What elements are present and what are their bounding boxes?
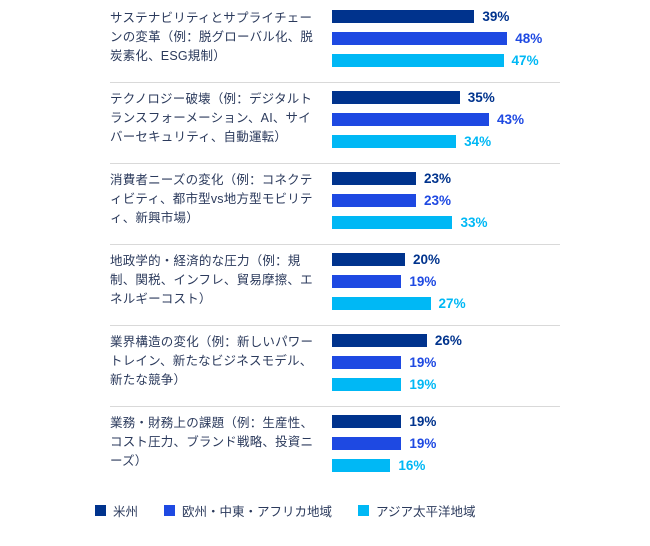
legend-item-apac: アジア太平洋地域	[358, 501, 476, 520]
chart-group: 業務・財務上の課題（例：生産性、コスト圧力、ブランド戦略、投資ニーズ） 19% 19…	[110, 406, 560, 487]
legend-swatch-emea	[164, 505, 176, 516]
chart-group: 消費者ニーズの変化（例：コネクティビティ、都市型vs地方型モビリティ、新興市場）…	[110, 163, 560, 244]
bar-series-1	[332, 356, 402, 369]
bar-value-label: 34%	[464, 134, 492, 149]
bar-group: 20% 19% 27%	[332, 252, 560, 311]
bar-series-2	[332, 378, 402, 391]
bar-value-label: 43%	[496, 112, 524, 127]
bar-series-2	[332, 135, 457, 148]
bar-series-0	[332, 415, 402, 428]
legend: 米州 欧州・中東・アフリカ地域 アジア太平洋地域	[95, 501, 650, 520]
bar-series-0	[332, 172, 416, 185]
bar-group: 19% 19% 16%	[332, 414, 560, 473]
bar-group: 23% 23% 33%	[332, 171, 560, 230]
bar-row: 23%	[332, 193, 560, 208]
legend-label-americas: 米州	[113, 505, 139, 519]
chart-group: テクノロジー破壊（例：デジタルトランスフォーメーション、AI、サイバーセキュリテ…	[110, 82, 560, 163]
bar-value-label: 19%	[409, 355, 437, 370]
bar-row: 20%	[332, 252, 560, 267]
bar-series-1	[332, 32, 508, 45]
chart-group: サステナビリティとサプライチェーンの変革（例：脱グローバル化、脱炭素化、ESG規…	[110, 2, 560, 82]
bar-row: 27%	[332, 296, 560, 311]
bar-value-label: 39%	[482, 9, 510, 24]
bar-row: 39%	[332, 9, 560, 24]
bar-group: 26% 19% 19%	[332, 333, 560, 392]
bar-series-0	[332, 91, 460, 104]
bar-row: 19%	[332, 414, 560, 429]
bar-value-label: 23%	[423, 193, 451, 208]
bar-value-label: 19%	[409, 414, 437, 429]
bar-row: 35%	[332, 90, 560, 105]
category-label: 業界構造の変化（例：新しいパワートレイン、新たなビジネスモデル、新たな競争）	[110, 335, 314, 387]
bar-row: 48%	[332, 31, 560, 46]
legend-swatch-americas	[95, 505, 106, 516]
chart-groups: サステナビリティとサプライチェーンの変革（例：脱グローバル化、脱炭素化、ESG規…	[110, 2, 560, 487]
bar-row: 19%	[332, 274, 560, 289]
legend-item-emea: 欧州・中東・アフリカ地域	[164, 501, 332, 520]
bar-row: 16%	[332, 458, 560, 473]
bar-row: 26%	[332, 333, 560, 348]
bar-series-1	[332, 113, 489, 126]
bar-series-0	[332, 10, 475, 23]
bar-series-1	[332, 194, 416, 207]
legend-label-emea: 欧州・中東・アフリカ地域	[182, 505, 333, 519]
bar-group: 39% 48% 47%	[332, 9, 560, 68]
bar-value-label: 19%	[409, 436, 437, 451]
bar-row: 23%	[332, 171, 560, 186]
bar-value-label: 19%	[409, 274, 437, 289]
bar-value-label: 48%	[515, 31, 543, 46]
bar-row: 19%	[332, 436, 560, 451]
category-label: 消費者ニーズの変化（例：コネクティビティ、都市型vs地方型モビリティ、新興市場）	[110, 173, 313, 225]
bar-row: 19%	[332, 355, 560, 370]
bar-value-label: 27%	[438, 296, 466, 311]
bar-value-label: 20%	[413, 252, 441, 267]
chart-group: 業界構造の変化（例：新しいパワートレイン、新たなビジネスモデル、新たな競争） 26…	[110, 325, 560, 406]
legend-swatch-apac	[358, 505, 370, 516]
bar-row: 19%	[332, 377, 560, 392]
bar-row: 47%	[332, 53, 560, 68]
bar-series-2	[332, 216, 453, 229]
bar-row: 43%	[332, 112, 560, 127]
bar-chart: サステナビリティとサプライチェーンの変革（例：脱グローバル化、脱炭素化、ESG規…	[110, 0, 560, 487]
bar-series-0	[332, 253, 405, 266]
bar-value-label: 26%	[434, 333, 462, 348]
bar-series-2	[332, 54, 504, 67]
bar-value-label: 33%	[460, 215, 488, 230]
bar-series-2	[332, 297, 431, 310]
bar-value-label: 19%	[409, 377, 437, 392]
bar-series-1	[332, 437, 402, 450]
category-label: 地政学的・経済的な圧力（例：規制、関税、インフレ、貿易摩擦、エネルギーコスト）	[110, 254, 313, 306]
chart-group: 地政学的・経済的な圧力（例：規制、関税、インフレ、貿易摩擦、エネルギーコスト） 2…	[110, 244, 560, 325]
bar-series-1	[332, 275, 402, 288]
legend-label-apac: アジア太平洋地域	[376, 505, 476, 519]
bar-value-label: 16%	[398, 458, 426, 473]
category-label: サステナビリティとサプライチェーンの変革（例：脱グローバル化、脱炭素化、ESG規…	[110, 11, 314, 63]
bar-value-label: 23%	[423, 171, 451, 186]
bar-series-2	[332, 459, 391, 472]
bar-row: 33%	[332, 215, 560, 230]
bar-group: 35% 43% 34%	[332, 90, 560, 149]
bar-value-label: 35%	[467, 90, 495, 105]
bar-row: 34%	[332, 134, 560, 149]
bar-series-0	[332, 334, 427, 347]
category-label: テクノロジー破壊（例：デジタルトランスフォーメーション、AI、サイバーセキュリテ…	[110, 92, 313, 144]
category-label: 業務・財務上の課題（例：生産性、コスト圧力、ブランド戦略、投資ニーズ）	[110, 416, 314, 468]
bar-value-label: 47%	[511, 53, 539, 68]
legend-item-americas: 米州	[95, 501, 138, 520]
